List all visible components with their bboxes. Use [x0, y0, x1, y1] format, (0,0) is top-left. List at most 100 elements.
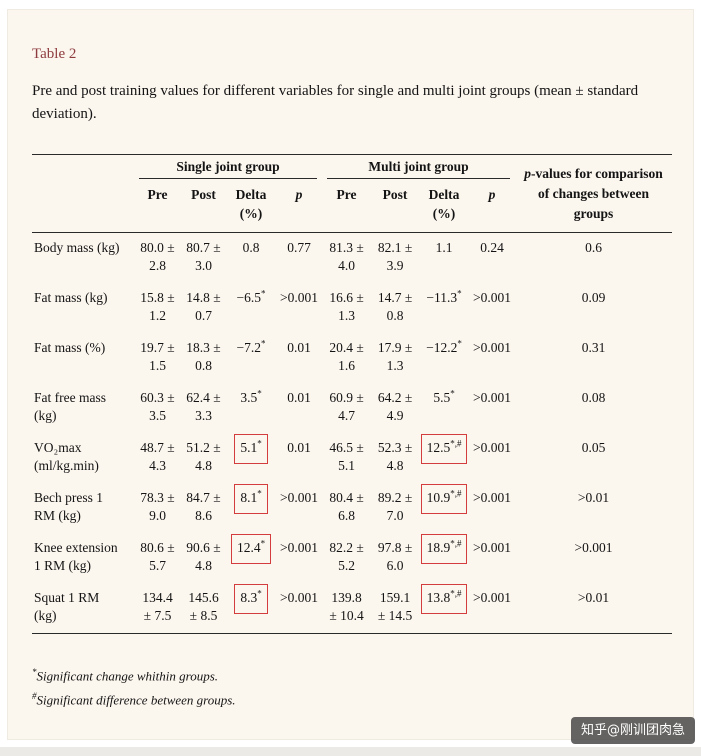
bottom-strip	[0, 747, 701, 756]
cell-p-multi: >0.001	[473, 440, 512, 455]
table-row: Fat mass (kg) 15.8 ±1.2 14.8 ±0.7 −6.5* >0.0…	[32, 283, 672, 333]
group-header-single-joint-label: Single joint group	[139, 159, 318, 179]
table-caption: Pre and post training values for differe…	[32, 83, 639, 122]
cell-pre-single: 78.3 ±9.0	[140, 490, 175, 523]
cell-post-single: 62.4 ±3.3	[186, 390, 221, 423]
cell-delta: 12.5*,#	[419, 433, 469, 483]
cell-post-multi: 14.7 ±0.8	[377, 290, 413, 323]
delta-value: −12.2*	[426, 338, 462, 355]
cell-delta: 3.5*	[226, 383, 276, 433]
footnote: *Significant change whithin groups.	[32, 667, 219, 684]
group-header-multi-joint-label: Multi joint group	[327, 159, 511, 179]
cell-p-multi: >0.001	[473, 540, 512, 555]
table-row: Body mass (kg) 80.0 ±2.8 80.7 ±3.0 0.8 0.77 8…	[32, 233, 672, 284]
footnote: #Significant difference between groups.	[32, 691, 236, 708]
delta-value-highlighted: 8.1*	[234, 484, 268, 514]
cell-comparison: 0.09	[581, 290, 606, 305]
cell-p-single: >0.001	[280, 290, 319, 305]
column-header: Post	[371, 179, 420, 234]
cell-pre-single: 80.6 ±5.7	[140, 540, 175, 573]
cell-comparison: >0.001	[574, 540, 613, 555]
delta-value: −6.5*	[236, 288, 266, 305]
delta-value: 1.1	[435, 240, 453, 255]
cell-p-multi: >0.001	[473, 490, 512, 505]
corner-cell	[32, 154, 134, 233]
column-header: p	[469, 179, 516, 234]
row-label: Body mass (kg)	[34, 240, 120, 255]
cell-pre-multi: 80.4 ±6.8	[329, 490, 364, 523]
table-row: Fat free mass (kg) 60.3 ±3.5 62.4 ±3.3 3.5* 0…	[32, 383, 672, 433]
cell-delta: 13.8*,#	[419, 583, 470, 634]
row-label: Knee extension 1 RM (kg)	[34, 540, 118, 573]
watermark: 知乎@刚训团肉急	[570, 717, 695, 744]
content-card: Table 2 Pre and post training values for…	[7, 9, 694, 740]
cell-pre-single: 15.8 ±1.2	[140, 290, 175, 323]
cell-delta: 18.9*,#	[419, 533, 469, 583]
delta-value-highlighted: 13.8*,#	[420, 584, 468, 614]
delta-value: 0.8	[242, 240, 260, 255]
row-label: Fat mass (kg)	[34, 290, 108, 305]
cell-post-multi: 52.3 ±4.8	[377, 440, 413, 473]
table-row: Bech press 1 RM (kg) 78.3 ±9.0 84.7 ±8.6 8.1…	[32, 483, 672, 533]
cell-p-single: 0.01	[287, 390, 311, 405]
cell-post-multi: 82.1 ±3.9	[377, 240, 413, 273]
comparison-header-text: -values for comparison of changes betwee…	[531, 166, 663, 221]
delta-value-highlighted: 5.1*	[234, 434, 268, 464]
cell-delta: −11.3*	[419, 283, 469, 333]
cell-post-single: 90.6 ±4.8	[186, 540, 221, 573]
cell-delta: 8.3*	[226, 583, 276, 634]
column-header: Pre	[134, 179, 181, 234]
cell-pre-multi: 82.2 ±5.2	[329, 540, 364, 573]
table-row: Fat mass (%) 19.7 ±1.5 18.3 ±0.8 −7.2* 0.01 2…	[32, 333, 672, 383]
cell-delta: 5.1*	[226, 433, 276, 483]
table-header: Single joint group Multi joint group p-v…	[32, 154, 673, 234]
cell-p-multi: >0.001	[473, 390, 512, 405]
table-label: Table 2	[32, 46, 77, 62]
cell-post-multi: 64.2 ±4.9	[377, 390, 413, 423]
table-row: Squat 1 RM (kg) 134.4 ± 7.5 145.6 ± 8.5 8.3* >0…	[32, 583, 673, 634]
cell-post-single: 51.2 ±4.8	[186, 440, 221, 473]
delta-value-highlighted: 12.4*	[230, 534, 272, 564]
cell-pre-multi: 46.5 ±5.1	[329, 440, 364, 473]
cell-delta: 10.9*,#	[419, 483, 469, 533]
delta-value-highlighted: 8.3*	[234, 584, 268, 614]
cell-pre-multi: 20.4 ±1.6	[329, 340, 364, 373]
cell-pre-multi: 81.3 ±4.0	[329, 240, 364, 273]
delta-value-highlighted: 10.9*,#	[420, 484, 468, 514]
cell-delta: −6.5*	[226, 283, 276, 333]
cell-post-single: 14.8 ±0.7	[186, 290, 221, 323]
delta-value: −7.2*	[236, 338, 266, 355]
cell-post-multi: 17.9 ±1.3	[377, 340, 413, 373]
cell-comparison: 0.6	[585, 240, 602, 255]
row-label: VO₂max (ml/kg.min)	[34, 440, 99, 473]
cell-delta: −12.2*	[419, 333, 469, 383]
footnotes: *Significant change whithin groups. #Sign…	[32, 662, 669, 711]
cell-delta: 0.8	[226, 233, 276, 284]
cell-pre-single: 80.0 ±2.8	[140, 240, 175, 273]
cell-delta: 12.4*	[226, 533, 276, 583]
cell-delta: 8.1*	[226, 483, 276, 533]
cell-post-single: 18.3 ±0.8	[186, 340, 221, 373]
cell-p-single: >0.001	[276, 583, 323, 634]
cell-comparison: 0.31	[581, 340, 606, 355]
cell-comparison: 0.08	[581, 390, 606, 405]
cell-pre-single: 48.7 ±4.3	[140, 440, 175, 473]
comparison-header-italic-p: p	[524, 166, 532, 181]
cell-pre-multi: 60.9 ±4.7	[329, 390, 364, 423]
cell-pre-multi: 139.8 ± 10.4	[322, 583, 372, 634]
delta-value: 5.5*	[433, 388, 455, 405]
cell-p-multi: >0.001	[469, 583, 516, 634]
cell-p-single: 0.01	[287, 440, 311, 455]
cell-post-multi: 89.2 ±7.0	[377, 490, 413, 523]
column-header: p	[276, 179, 323, 234]
cell-delta: −7.2*	[226, 333, 276, 383]
row-label: Fat mass (%)	[34, 340, 106, 355]
delta-value-highlighted: 18.9*,#	[420, 534, 468, 564]
cell-p-single: >0.001	[280, 490, 319, 505]
cell-p-multi: >0.001	[473, 290, 512, 305]
delta-value: 3.5*	[240, 388, 262, 405]
cell-pre-single: 19.7 ±1.5	[140, 340, 175, 373]
row-label: Squat 1 RM (kg)	[32, 583, 134, 634]
cell-p-multi: 0.24	[480, 240, 504, 255]
cell-delta: 1.1	[419, 233, 469, 284]
